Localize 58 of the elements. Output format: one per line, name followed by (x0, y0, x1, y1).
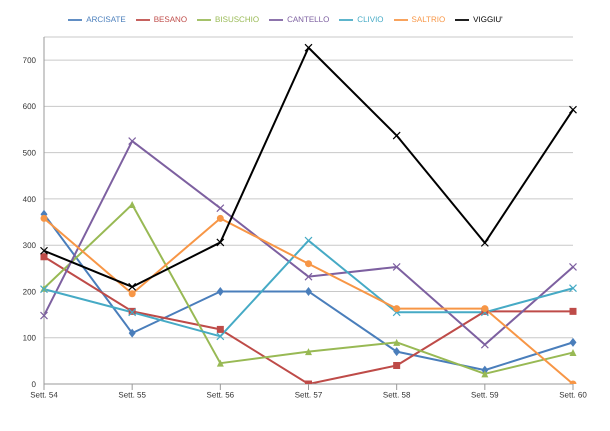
point (128, 328, 136, 338)
point (305, 260, 312, 268)
point (481, 370, 488, 378)
point (481, 305, 488, 312)
point (393, 305, 400, 312)
y-tick-label: 400 (22, 194, 37, 204)
x-tick-label: Sett. 60 (559, 390, 588, 400)
legend-label: CLIVIO (357, 15, 384, 24)
y-tick-label: 500 (22, 148, 37, 158)
point (305, 348, 312, 356)
point (216, 332, 224, 340)
point (568, 262, 578, 272)
point (304, 44, 313, 52)
point (216, 204, 224, 212)
y-tick-label: 700 (22, 56, 37, 65)
x-tick-label: Sett. 58 (382, 390, 412, 400)
legend-label: SALTRIO (412, 15, 446, 24)
point (128, 290, 136, 298)
point (570, 349, 576, 356)
x-tick-label: Sett. 55 (118, 390, 147, 400)
legend-label: BISUSCHIO (215, 15, 260, 24)
point (40, 214, 48, 222)
legend-label: VIGGIU' (473, 15, 503, 24)
point (40, 253, 48, 260)
point (393, 362, 400, 369)
point (216, 360, 224, 367)
x-tick-label: Sett. 59 (471, 390, 500, 400)
point (392, 262, 401, 272)
y-tick-label: 100 (22, 334, 37, 343)
point (568, 106, 578, 114)
point (40, 246, 48, 255)
point (128, 137, 136, 146)
point (304, 272, 313, 281)
y-tick-label: 0 (32, 380, 37, 389)
legend-label: ARCISATE (86, 15, 126, 24)
point (570, 308, 576, 315)
legend-label: CANTELLO (287, 15, 330, 24)
x-tick-label: Sett. 57 (294, 390, 323, 400)
point (392, 131, 401, 140)
point (216, 238, 224, 247)
point (40, 311, 48, 320)
point (480, 238, 489, 247)
point (305, 286, 312, 296)
y-tick-label: 300 (22, 241, 37, 250)
point (393, 338, 400, 346)
point (216, 214, 224, 222)
x-tick-label: Sett. 54 (30, 390, 58, 400)
point (480, 340, 489, 349)
point (128, 282, 136, 291)
point (568, 284, 578, 292)
legend-label: BESANO (154, 15, 188, 24)
point (570, 338, 576, 347)
point (216, 286, 224, 296)
point (393, 347, 400, 356)
y-tick-label: 200 (22, 287, 37, 296)
x-tick-label: Sett. 56 (206, 390, 235, 400)
y-tick-label: 600 (22, 102, 37, 112)
point (216, 326, 224, 333)
